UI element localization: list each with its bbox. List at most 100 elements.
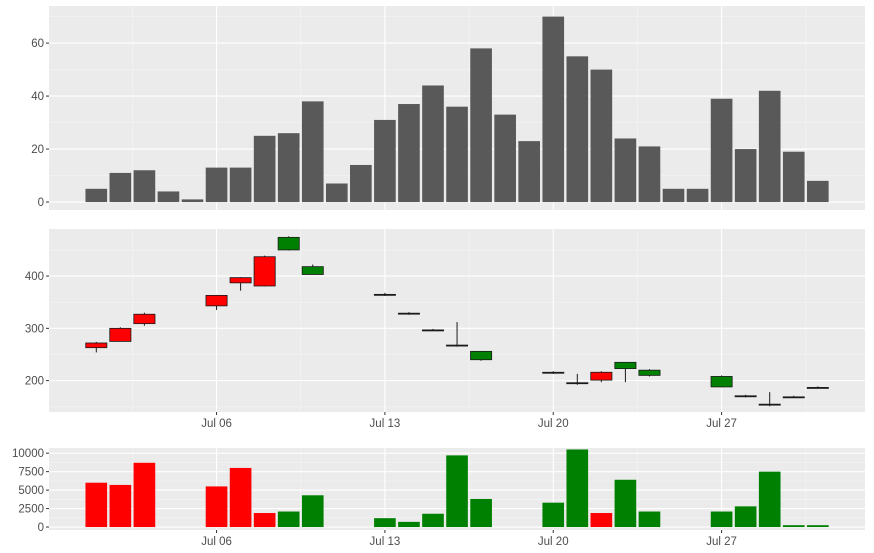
count-bar [662, 188, 685, 203]
volume-bar [301, 495, 324, 528]
candle-body [590, 371, 613, 381]
candle-body [133, 313, 156, 325]
volume-bar [710, 511, 733, 528]
candle-body [566, 382, 589, 385]
candle-body [301, 266, 324, 275]
count-bar [782, 151, 805, 203]
volume-bar [542, 502, 565, 528]
candle-body [422, 329, 444, 332]
volume-bar [205, 486, 228, 528]
count-bar [518, 141, 541, 203]
candle-body [806, 387, 829, 389]
y-tick-label: 60 [31, 38, 44, 50]
volume-bar [398, 521, 420, 528]
count-bar [806, 180, 829, 203]
y-tick-label: 0 [38, 522, 44, 534]
candle-body [734, 395, 757, 398]
y-tick-label: 300 [25, 323, 44, 335]
count-bar [590, 69, 613, 203]
y-tick-label: 400 [25, 271, 44, 283]
candle-body [446, 344, 469, 347]
count-bar [422, 85, 444, 203]
x-tick-label: Jul 27 [706, 418, 737, 430]
middle-panel-candlesticks: 200 300 400 Jul 06 Jul 13 Jul 20 Jul 27 [25, 229, 865, 430]
candle-body [229, 277, 252, 284]
volume-bar [614, 479, 637, 528]
x-tick-label: Jul 13 [370, 536, 401, 548]
count-bar [374, 119, 396, 203]
count-bar [205, 167, 228, 203]
count-bar [398, 104, 420, 203]
y-tick-label: 2500 [18, 504, 44, 516]
count-bar [638, 146, 661, 203]
y-tick-label: 200 [25, 376, 44, 388]
count-bar [470, 48, 492, 203]
bottom-panel-volume-bars: 0 2500 5000 7500 10000 Jul 06 Jul 13 Jul 20 Jul … [12, 448, 865, 548]
candle-body [277, 236, 300, 251]
volume-bar [133, 462, 156, 528]
y-tick-label: 20 [31, 144, 44, 156]
volume-bar [85, 482, 108, 528]
panel-background [49, 229, 865, 412]
volume-bar [277, 511, 300, 528]
count-bar [494, 114, 516, 203]
count-bar [542, 16, 565, 203]
volume-bar [229, 467, 252, 528]
y-tick-label: 0 [38, 197, 44, 209]
count-bar [758, 90, 781, 203]
x-tick-label: Jul 20 [538, 418, 569, 430]
y-tick-label: 10000 [12, 448, 44, 460]
count-bar [85, 188, 108, 203]
volume-bar [470, 498, 492, 528]
candle-body [638, 369, 661, 376]
x-tick-label: Jul 27 [706, 536, 737, 548]
count-bar [325, 183, 348, 203]
volume-bar [734, 506, 757, 528]
count-bar [109, 172, 132, 203]
candle-body [758, 403, 781, 406]
volume-bar [422, 513, 444, 528]
volume-bar [638, 511, 661, 528]
candle-body [614, 361, 637, 370]
candle-body [782, 396, 805, 399]
count-bar [566, 56, 589, 203]
volume-bar [446, 455, 468, 528]
volume-bar [806, 525, 829, 528]
candle-body [542, 371, 565, 374]
candle-body [205, 295, 228, 307]
count-bar [734, 149, 757, 203]
candle-body [85, 342, 108, 349]
top-panel-count-bars: 0 20 40 60 [31, 6, 865, 210]
candle-body [470, 350, 493, 361]
candle-body [397, 312, 420, 315]
count-bar [710, 98, 733, 203]
y-tick-label: 40 [31, 91, 44, 103]
count-bar [133, 170, 156, 203]
count-bar [350, 164, 372, 203]
count-bar [301, 101, 324, 203]
count-bar [446, 106, 468, 203]
candle-body [373, 293, 396, 296]
count-bar [686, 188, 709, 203]
volume-bar [109, 484, 132, 528]
volume-bar [590, 513, 613, 528]
y-tick-label: 7500 [18, 467, 44, 479]
count-bar [157, 191, 180, 203]
count-bar [229, 167, 252, 203]
volume-bar [253, 513, 276, 528]
x-tick-label: Jul 06 [201, 536, 232, 548]
volume-bar [566, 449, 589, 528]
volume-bar [374, 518, 396, 528]
volume-bar [782, 525, 805, 528]
count-bar [277, 133, 300, 203]
count-bar [253, 135, 276, 203]
y-tick-label: 5000 [18, 485, 44, 497]
x-tick-label: Jul 20 [538, 536, 569, 548]
candle-body [253, 256, 276, 287]
count-bar [181, 199, 204, 203]
candle-body [109, 327, 132, 342]
volume-bar [758, 471, 781, 528]
candle-body [710, 376, 733, 388]
x-tick-label: Jul 06 [201, 418, 232, 430]
